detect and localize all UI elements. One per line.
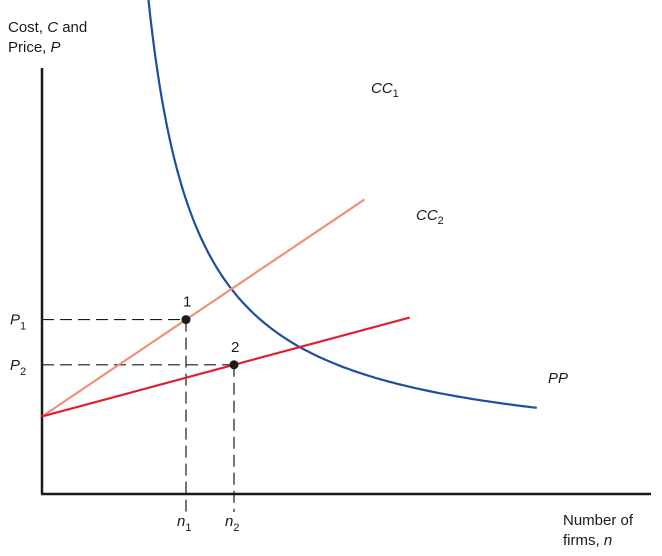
point-label-2: 2 <box>231 339 239 356</box>
equilibrium-point-2 <box>229 360 239 370</box>
curves-group <box>41 0 537 418</box>
y-tick-label-P1: P1 <box>10 312 26 333</box>
equilibrium-point-1 <box>181 315 191 325</box>
y-axis-label-line2: Price, P <box>8 39 61 56</box>
equilibrium-points <box>181 315 239 370</box>
series-cc1-line <box>41 198 366 418</box>
series-label-cc2: CC2 <box>416 207 444 227</box>
labels-group: PP CC1 CC2 1 2 n1 n2 P1 P2 <box>10 80 568 534</box>
x-tick-label-n1: n1 <box>177 513 191 534</box>
y-tick-label-P2: P2 <box>10 357 26 378</box>
series-label-cc1: CC1 <box>371 80 399 100</box>
series-label-pp: PP <box>548 370 568 387</box>
y-axis-label-line1: Cost, C and <box>8 19 87 36</box>
x-axis-label-line1: Number of <box>563 512 634 529</box>
x-axis-label-line2: firms, n <box>563 532 612 549</box>
guide-lines <box>42 318 235 512</box>
x-tick-label-n2: n2 <box>225 513 239 534</box>
point-label-1: 1 <box>183 294 191 311</box>
series-cc2-line <box>41 316 410 418</box>
series-pp-curve <box>147 0 537 409</box>
